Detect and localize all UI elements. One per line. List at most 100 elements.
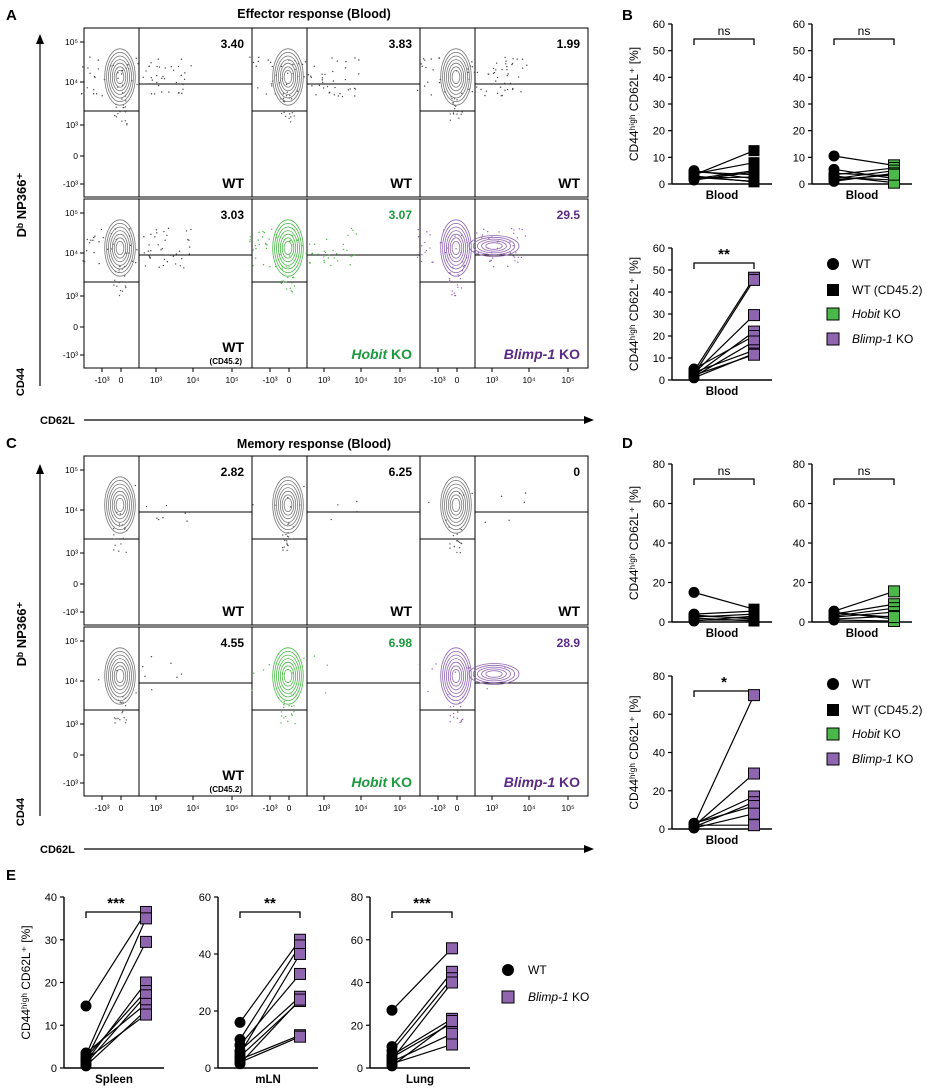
event-dot	[438, 57, 440, 59]
y-tick-label: 80	[653, 459, 665, 471]
event-dot	[156, 81, 158, 84]
event-dot	[150, 249, 152, 252]
event-dot	[164, 67, 166, 69]
event-dot	[257, 87, 259, 89]
pair-line	[693, 614, 755, 620]
flow-x-tick-label: 10³	[486, 375, 498, 385]
event-dot	[311, 252, 314, 255]
event-dot	[452, 705, 455, 708]
event-dot	[101, 95, 103, 97]
event-dot	[318, 84, 321, 87]
event-dot	[280, 711, 283, 713]
event-dot	[180, 673, 183, 675]
contour-ring	[277, 230, 298, 266]
flow-x-tick-label: -10³	[430, 375, 445, 385]
event-dot	[510, 227, 513, 230]
event-dot	[157, 244, 159, 246]
gate-percentage: 28.9	[557, 636, 581, 650]
legend-e-blimp-italic: Blimp-1	[528, 990, 569, 1004]
legend-d-wt-cd45-label: WT (CD45.2)	[852, 703, 922, 717]
legend-e: WT Blimp-1 KO	[501, 963, 589, 1004]
y-tick-label: 40	[199, 949, 211, 961]
event-dot	[150, 655, 153, 658]
event-dot	[449, 706, 452, 708]
pair-line	[239, 1034, 301, 1061]
pair-line	[693, 171, 755, 181]
event-dot	[168, 91, 170, 93]
event-dot	[288, 705, 290, 707]
contour-ring	[277, 59, 298, 95]
event-dot	[432, 69, 434, 71]
c-flow-panel-4: 4.55 WT (CD45.2) 10⁵ 10⁴ 10³ 0 -10³ -10³ 0 10³ 10⁴ 1…	[63, 626, 253, 813]
flow-a-title: Effector response (Blood)	[237, 7, 391, 21]
event-dot	[81, 92, 83, 95]
event-dot	[262, 669, 265, 671]
event-dot	[255, 65, 257, 67]
event-dot	[173, 254, 176, 256]
event-dot	[251, 689, 253, 692]
event-dot	[186, 520, 188, 522]
event-dot	[176, 676, 178, 678]
event-dot	[520, 256, 523, 259]
flow-x-tick-label: -10³	[94, 803, 109, 813]
event-dot	[303, 485, 305, 488]
pair-line	[239, 973, 301, 1046]
event-dot	[102, 236, 104, 239]
event-dot	[283, 546, 286, 548]
event-dot	[280, 722, 282, 724]
event-dot	[82, 260, 84, 262]
event-dot	[125, 286, 127, 289]
paired-chart-blood: 0 20 40 60 80 Blood * CD44ʰⁱᵍʰ CD62L⁺ [%]	[627, 671, 772, 847]
event-dot	[185, 230, 188, 232]
flow-grid-effector: 3.40 WT 10⁵ 10⁴ 10³ 0 -10³ 3.83 WT 1.99 WT 3.03 WT (C…	[63, 27, 589, 385]
gate-percentage: 0	[573, 465, 580, 479]
event-dot	[144, 265, 147, 267]
legend-e-wt-marker	[502, 964, 514, 976]
event-dot	[323, 259, 325, 262]
y-tick-label: 0	[799, 617, 805, 629]
contour-ring-shifted	[476, 666, 511, 682]
event-dot	[356, 500, 358, 503]
event-dot	[163, 258, 166, 261]
contour-ring	[115, 240, 125, 255]
event-dot	[190, 228, 192, 231]
event-dot	[252, 61, 255, 64]
point-wt	[80, 1000, 92, 1012]
contour-ring	[444, 226, 468, 270]
event-dot	[508, 519, 510, 521]
contour-ring	[440, 476, 472, 534]
event-dot	[279, 253, 281, 256]
event-dot	[118, 294, 121, 297]
event-dot	[452, 113, 455, 115]
category-label: Blood	[706, 190, 739, 202]
pair-line	[391, 1018, 453, 1056]
event-dot	[331, 57, 333, 59]
point-wt	[688, 586, 700, 598]
event-dot	[454, 235, 456, 237]
event-dot	[526, 64, 528, 66]
event-dot	[305, 252, 307, 254]
flow-y-tick-label: 10³	[66, 120, 78, 130]
flow-panel-frame	[419, 198, 589, 369]
y-tick-label: 60	[653, 499, 665, 511]
pair-line	[833, 619, 895, 622]
legend-d-wt-label: WT	[852, 677, 871, 691]
event-dot	[330, 264, 332, 267]
event-dot	[422, 58, 425, 60]
genotype-label: WT	[558, 603, 580, 619]
genotype-label: Hobit KO	[351, 346, 412, 362]
event-dot	[125, 551, 127, 553]
event-dot	[458, 117, 460, 119]
gate-percentage: 1.99	[557, 37, 581, 51]
summary-ylabel: CD44ʰⁱᵍʰ CD62L⁺ [%]	[19, 925, 33, 1039]
event-dot	[93, 236, 95, 239]
event-dot	[114, 544, 116, 546]
legend-e-blimp-marker	[501, 990, 515, 1004]
flow-a-y-arrowhead	[36, 34, 44, 44]
significance-bracket	[239, 911, 301, 918]
pair-line	[85, 1014, 147, 1060]
legend-b: WT WT (CD45.2) Hobit KO Blimp-1 KO	[826, 257, 922, 346]
c-flow-panel-5: 6.98 Hobit KO -10³ 0 10³ 10⁴ 10⁵	[251, 626, 421, 813]
event-dot	[495, 69, 497, 71]
event-dot	[453, 292, 455, 294]
